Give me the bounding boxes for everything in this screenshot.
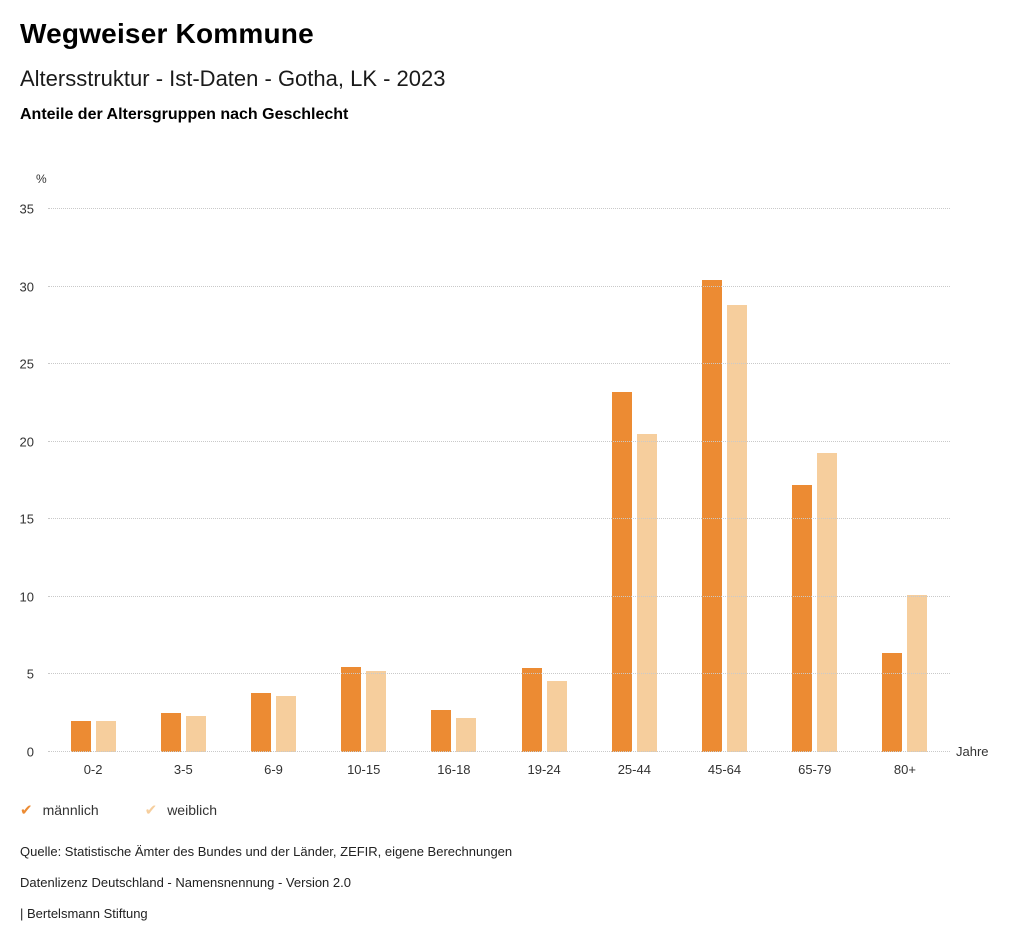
bar-group-6-9: 6-9 bbox=[228, 209, 318, 777]
bar-maennlich-0-2[interactable] bbox=[70, 720, 91, 752]
gridline bbox=[48, 595, 950, 597]
y-axis-tick-label: 10 bbox=[19, 589, 34, 605]
bar-weiblich-19-24[interactable] bbox=[546, 680, 567, 752]
y-axis-tick-label: 0 bbox=[26, 744, 34, 760]
gridline bbox=[48, 285, 950, 287]
bar-maennlich-3-5[interactable] bbox=[160, 713, 181, 752]
x-axis-label: 80+ bbox=[893, 762, 916, 777]
gridline bbox=[48, 440, 950, 442]
bar-weiblich-6-9[interactable] bbox=[276, 696, 296, 752]
bar-group-45-64: 45-64 bbox=[679, 209, 769, 777]
x-axis-unit-label: Jahre bbox=[956, 744, 989, 759]
bar-group-19-24: 19-24 bbox=[499, 209, 589, 777]
bar-weiblich-3-5[interactable] bbox=[185, 716, 206, 752]
x-axis-label: 45-64 bbox=[707, 762, 742, 777]
bar-group-25-44: 25-44 bbox=[589, 209, 679, 777]
bar-weiblich-45-64[interactable] bbox=[727, 305, 748, 752]
y-axis-tick-label: 35 bbox=[19, 201, 34, 217]
y-axis-tick-label: 30 bbox=[19, 279, 34, 295]
bar-weiblich-65-79[interactable] bbox=[817, 452, 838, 752]
x-axis-label: 3-5 bbox=[173, 762, 193, 777]
gridline bbox=[48, 673, 950, 675]
y-axis-tick-label: 15 bbox=[19, 511, 34, 527]
x-axis-label: 6-9 bbox=[264, 762, 283, 777]
x-axis-label: 19-24 bbox=[527, 762, 561, 777]
plot-area: 0-2 3-5 6-9 10-15 16-18 19-24 25-44 45-64 65-79 8… bbox=[48, 208, 950, 777]
bar-maennlich-65-79[interactable] bbox=[792, 485, 813, 752]
y-axis-tick-label: 5 bbox=[26, 666, 34, 682]
bar-maennlich-25-44[interactable] bbox=[611, 392, 632, 752]
legend: ✔ männlich ✔ weiblich bbox=[20, 802, 217, 818]
x-axis-label: 25-44 bbox=[617, 762, 651, 777]
bar-group-10-15: 10-15 bbox=[319, 209, 409, 777]
source-text: Quelle: Statistische Ämter des Bundes un… bbox=[20, 844, 513, 859]
gridline bbox=[48, 208, 950, 209]
legend-item-maennlich[interactable]: ✔ männlich bbox=[20, 802, 99, 818]
bar-group-0-2: 0-2 bbox=[48, 209, 138, 777]
legend-label: männlich bbox=[42, 802, 99, 818]
bar-weiblich-25-44[interactable] bbox=[636, 433, 657, 752]
gridline bbox=[48, 751, 950, 752]
bar-maennlich-80+[interactable] bbox=[882, 652, 903, 752]
bar-maennlich-6-9[interactable] bbox=[251, 693, 271, 752]
checkmark-icon: ✔ bbox=[20, 801, 33, 819]
bar-maennlich-45-64[interactable] bbox=[702, 280, 723, 752]
page-subtitle: Altersstruktur - Ist-Daten - Gotha, LK -… bbox=[20, 66, 446, 91]
attribution-text: | Bertelsmann Stiftung bbox=[20, 906, 148, 921]
y-axis-labels: 0 5 10 15 20 25 30 35 bbox=[0, 203, 38, 759]
bar-weiblich-10-15[interactable] bbox=[366, 671, 387, 752]
gridline bbox=[48, 363, 950, 365]
bar-group-3-5: 3-5 bbox=[138, 209, 228, 777]
bar-weiblich-0-2[interactable] bbox=[95, 720, 116, 752]
bar-group-80+: 80+ bbox=[860, 209, 950, 777]
license-text: Datenlizenz Deutschland - Namensnennung … bbox=[20, 875, 351, 890]
legend-label: weiblich bbox=[167, 802, 217, 818]
y-axis-unit-label: % bbox=[36, 172, 47, 186]
x-axis-label: 10-15 bbox=[347, 762, 381, 777]
bar-weiblich-16-18[interactable] bbox=[456, 717, 477, 752]
y-axis-tick-label: 25 bbox=[19, 356, 34, 372]
bar-maennlich-10-15[interactable] bbox=[341, 666, 362, 752]
bar-groups: 0-2 3-5 6-9 10-15 16-18 19-24 25-44 45-64 65-79 8… bbox=[48, 209, 950, 777]
checkmark-icon: ✔ bbox=[144, 801, 158, 819]
bar-group-65-79: 65-79 bbox=[770, 209, 860, 777]
gridline bbox=[48, 518, 950, 520]
page-title: Wegweiser Kommune bbox=[20, 18, 314, 49]
chart-heading: Anteile der Altersgruppen nach Geschlech… bbox=[20, 106, 349, 123]
bar-group-16-18: 16-18 bbox=[409, 209, 499, 777]
bar-maennlich-19-24[interactable] bbox=[521, 668, 542, 752]
x-axis-label: 16-18 bbox=[437, 762, 471, 777]
y-axis-tick-label: 20 bbox=[19, 434, 34, 450]
bar-maennlich-16-18[interactable] bbox=[431, 710, 452, 752]
x-axis-label: 0-2 bbox=[83, 762, 103, 777]
x-axis-label: 65-79 bbox=[798, 762, 832, 777]
legend-item-weiblich[interactable]: ✔ weiblich bbox=[145, 802, 217, 818]
